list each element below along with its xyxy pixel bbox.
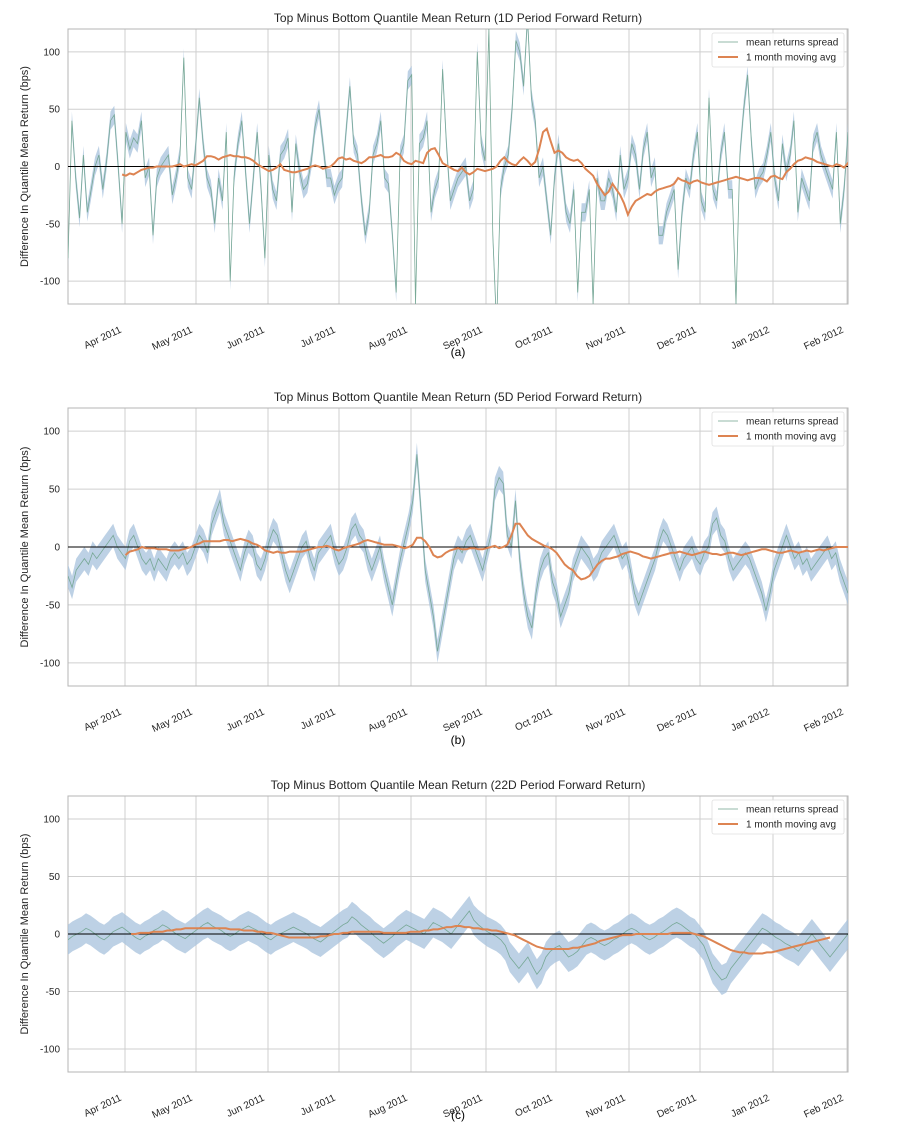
legend-label-moving-avg: 1 month moving avg: [746, 820, 836, 831]
x-tick-label: Aug 2011: [366, 325, 409, 353]
x-tick-label: Jul 2011: [299, 325, 338, 351]
x-tick-label: Apr 2011: [83, 707, 124, 734]
mean-returns-spread-line: [68, 29, 848, 304]
legend: mean returns spread 1 month moving avg: [711, 799, 845, 835]
legend-label-spread: mean returns spread: [746, 417, 838, 428]
y-tick-label: 100: [43, 815, 60, 826]
chart-panel-1: Top Minus Bottom Quantile Mean Return (1…: [19, 11, 849, 359]
panel-caption: (b): [451, 733, 466, 747]
legend: mean returns spread 1 month moving avg: [711, 32, 845, 68]
y-axis-label: Difference In Quantile Mean Return (bps): [19, 447, 31, 648]
y-axis-label: Difference In Quantile Mean Return (bps): [19, 834, 31, 1035]
panel-caption: (a): [451, 345, 466, 359]
y-tick-label: 100: [43, 427, 60, 438]
data-layer: [68, 29, 848, 304]
x-tick-label: Dec 2011: [655, 325, 698, 353]
x-tick-label: Jul 2011: [299, 1093, 338, 1119]
x-tick-label: Oct 2011: [514, 707, 555, 734]
x-tick-label: Jan 2012: [729, 707, 771, 735]
x-tick-label: Jun 2011: [225, 325, 267, 352]
x-tick-label: Apr 2011: [83, 325, 124, 352]
y-tick-label: -50: [46, 600, 61, 611]
legend-box: [711, 799, 845, 835]
x-tick-label: Jun 2011: [225, 707, 267, 734]
y-tick-label: 0: [54, 162, 60, 173]
x-tick-label: Apr 2011: [83, 1093, 124, 1120]
y-tick-label: -100: [40, 277, 60, 288]
y-tick-label: -50: [46, 219, 61, 230]
x-tick-label: May 2011: [150, 1093, 194, 1121]
chart-panel-2: Top Minus Bottom Quantile Mean Return (5…: [19, 390, 849, 747]
y-tick-label: 0: [54, 543, 60, 554]
legend-box: [711, 411, 845, 447]
chart-panel-3: Top Minus Bottom Quantile Mean Return (2…: [19, 778, 849, 1122]
x-tick-label: Feb 2012: [802, 707, 845, 735]
x-tick-label: Jan 2012: [729, 1093, 771, 1121]
panel-caption: (c): [451, 1108, 465, 1122]
x-tick-label: Feb 2012: [802, 325, 845, 353]
y-tick-label: 50: [49, 872, 61, 883]
x-tick-label: Nov 2011: [584, 325, 627, 353]
x-tick-label: Jan 2012: [729, 325, 771, 353]
y-tick-label: -50: [46, 987, 61, 998]
y-tick-label: -100: [40, 658, 60, 669]
x-tick-label: May 2011: [150, 325, 194, 353]
x-tick-label: Aug 2011: [366, 1093, 409, 1121]
x-tick-label: Sep 2011: [441, 707, 484, 735]
data-layer: [68, 896, 848, 995]
chart-title: Top Minus Bottom Quantile Mean Return (1…: [274, 11, 642, 25]
legend-label-moving-avg: 1 month moving avg: [746, 53, 836, 64]
y-tick-label: 100: [43, 47, 60, 58]
stray-mark: .: [261, 1093, 264, 1104]
x-tick-label: Oct 2011: [514, 325, 555, 352]
x-tick-label: Aug 2011: [366, 707, 409, 735]
x-tick-label: Jul 2011: [299, 707, 338, 733]
x-tick-label: May 2011: [150, 707, 194, 735]
y-tick-label: 50: [49, 485, 61, 496]
legend: mean returns spread 1 month moving avg: [711, 411, 845, 447]
data-layer: [68, 442, 848, 663]
y-tick-label: 50: [49, 105, 61, 116]
mean-returns-spread-band: [68, 442, 848, 663]
y-tick-label: -100: [40, 1045, 60, 1056]
moving-average-line: [124, 522, 848, 581]
x-tick-label: Nov 2011: [584, 707, 627, 735]
x-tick-label: Feb 2012: [802, 1093, 845, 1121]
chart-title: Top Minus Bottom Quantile Mean Return (2…: [271, 778, 646, 792]
mean-returns-spread-band: [68, 896, 848, 995]
legend-label-spread: mean returns spread: [746, 38, 838, 49]
moving-average-line: [121, 126, 848, 218]
y-tick-label: 0: [54, 930, 60, 941]
chart-title: Top Minus Bottom Quantile Mean Return (5…: [274, 390, 642, 404]
x-tick-label: Oct 2011: [514, 1093, 555, 1120]
x-tick-label: Dec 2011: [655, 1093, 698, 1121]
legend-label-moving-avg: 1 month moving avg: [746, 432, 836, 443]
x-tick-label: Nov 2011: [584, 1093, 627, 1121]
legend-label-spread: mean returns spread: [746, 805, 838, 816]
legend-box: [711, 32, 845, 68]
y-axis-label: Difference In Quantile Mean Return (bps): [19, 66, 31, 267]
x-tick-label: Dec 2011: [655, 707, 698, 735]
moving-average-line: [131, 925, 831, 955]
